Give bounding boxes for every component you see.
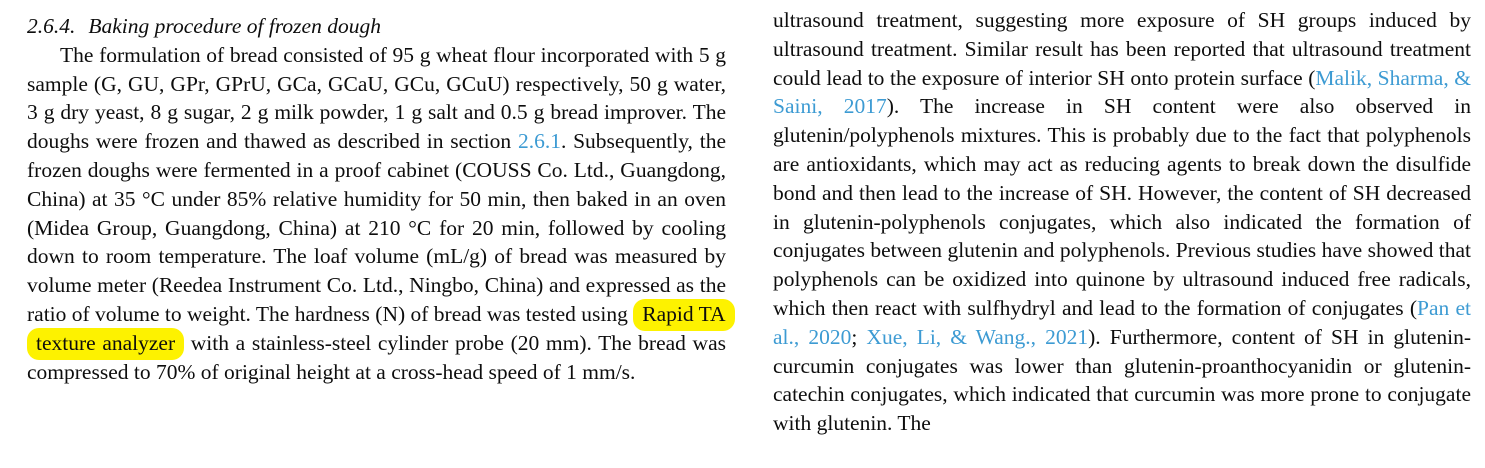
citation-link-pan-2020[interactable]: Pan et al., 2020	[773, 295, 1471, 349]
citation-link-malik-2017[interactable]: Malik, Sharma, & Saini, 2017	[773, 65, 1472, 119]
left-paragraph: The formulation of bread consisted of 95…	[27, 41, 735, 387]
body-text: ultrasound treatment, suggesting more ex…	[773, 8, 1471, 90]
right-column: ultrasound treatment, suggesting more ex…	[773, 6, 1471, 438]
citation-link-xue-2021[interactable]: Xue, Li, & Wang., 2021	[866, 324, 1089, 349]
section-heading: 2.6.4. Baking procedure of frozen dough	[27, 12, 726, 41]
body-text: The formulation of bread consisted of 95…	[27, 42, 726, 154]
section-ref-link[interactable]: 2.6.1	[517, 129, 561, 154]
section-number: 2.6.4.	[27, 14, 76, 38]
body-text: ). The increase in SH content were also …	[773, 94, 1471, 320]
body-text: ;	[851, 324, 867, 349]
left-column: 2.6.4. Baking procedure of frozen dough T…	[27, 12, 735, 387]
section-title: Baking procedure of frozen dough	[88, 14, 381, 38]
body-text: ). Furthermore, content of SH in gluteni…	[773, 324, 1472, 436]
right-paragraph: ultrasound treatment, suggesting more ex…	[773, 6, 1471, 438]
body-text: . Subsequently, the frozen doughs were f…	[27, 129, 726, 326]
body-text: with a stainless-steel cylinder probe (2…	[27, 330, 726, 384]
